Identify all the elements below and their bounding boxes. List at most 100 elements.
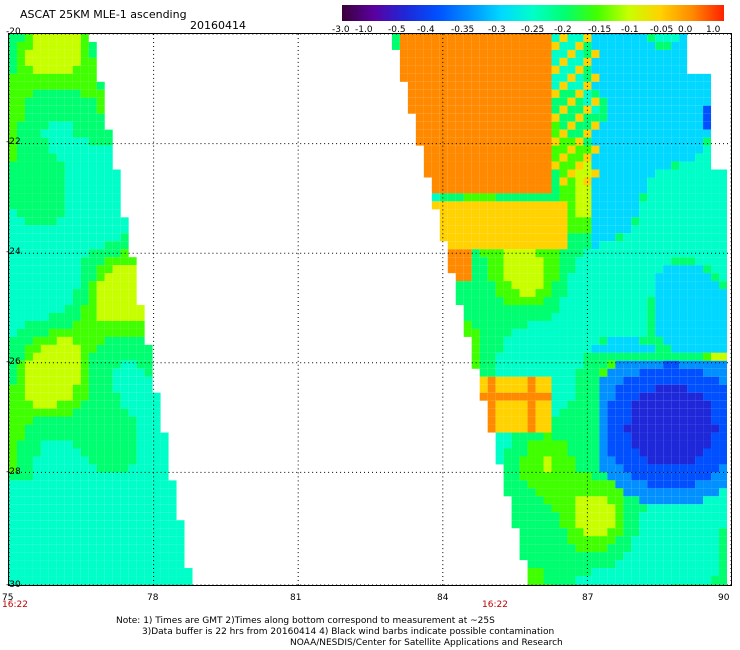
swath-cell [607,34,616,42]
swath-cell [160,520,169,529]
swath-cell [80,113,89,122]
swath-cell [639,217,648,226]
swath-cell [96,233,105,242]
swath-cell [647,305,656,313]
swath-cell [128,281,137,290]
swath-cell [663,336,672,345]
swath-cell [623,344,632,353]
swath-cell [623,161,632,170]
swath-cell [671,49,680,58]
swath-cell [455,281,464,290]
swath-cell [567,201,576,210]
swath-cell [40,41,49,50]
swath-cell [32,584,41,585]
swath-cell [703,408,712,417]
swath-cell [599,504,608,513]
swath-cell [88,584,97,585]
swath-cell [519,289,528,298]
swath-cell [96,520,105,529]
time-label-left: 16:22 [2,600,28,610]
swath-cell [679,536,688,545]
swath-cell [72,568,81,577]
swath-cell [647,320,656,329]
swath-cell [607,552,616,561]
swath-cell [559,105,568,114]
swath-cell [471,328,480,337]
swath-cell [104,496,113,505]
swath-cell [112,528,121,537]
swath-cell [144,352,153,361]
swath-cell [32,265,41,274]
swath-cell [56,305,65,313]
swath-cell [479,257,488,266]
swath-cell [647,424,656,433]
swath-cell [423,34,432,42]
swath-cell [607,480,616,489]
swath-cell [112,520,121,529]
swath-cell [663,560,672,569]
swath-cell [639,416,648,425]
swath-cell [56,193,65,202]
swath-cell [112,384,121,393]
swath-cell [575,464,584,473]
swath-cell [24,456,33,465]
swath-cell [40,185,49,194]
swath-cell [527,464,536,473]
swath-cell [56,440,65,449]
swath-cell [104,185,113,194]
swath-cell [543,560,552,569]
swath-cell [575,392,584,401]
swath-cell [32,408,41,417]
swath-cell [64,153,73,162]
swath-cell [104,209,113,218]
swath-cell [551,177,560,186]
swath-cell [24,113,33,122]
swath-cell [495,129,504,138]
swath-cell [112,376,121,385]
swath-cell [9,257,17,266]
swath-cell [631,241,640,250]
swath-cell [719,177,728,186]
swath-cell [655,400,664,409]
swath-cell [463,217,472,226]
swath-cell [407,97,416,106]
swath-cell [663,97,672,106]
swath-cell [184,576,193,585]
swath-cell [72,536,81,545]
swath-cell [607,209,616,218]
swath-cell [16,400,25,409]
swath-cell [120,305,129,313]
swath-cell [551,105,560,114]
swath-cell [607,57,616,66]
swath-cell [463,225,472,234]
swath-cell [655,496,664,505]
swath-cell [671,400,680,409]
swath-cell [112,456,121,465]
swath-cell [96,225,105,234]
swath-cell [679,368,688,377]
swath-cell [40,568,49,577]
swath-cell [663,233,672,242]
swath-cell [687,560,696,569]
swath-cell [623,177,632,186]
swath-cell [152,512,161,521]
swath-cell [543,352,552,361]
swath-cell [551,448,560,457]
swath-cell [639,392,648,401]
swath-cell [471,97,480,106]
swath-cell [447,89,456,98]
swath-cell [535,34,544,42]
swath-cell [503,400,512,409]
swath-cell [543,392,552,401]
swath-cell [80,153,89,162]
swath-cell [607,89,616,98]
swath-cell [9,520,17,529]
swath-cell [631,408,640,417]
swath-cell [639,496,648,505]
swath-cell [567,368,576,377]
swath-cell [591,129,600,138]
swath-cell [88,352,97,361]
swath-cell [431,177,440,186]
swath-cell [511,336,520,345]
swath-cell [639,49,648,58]
